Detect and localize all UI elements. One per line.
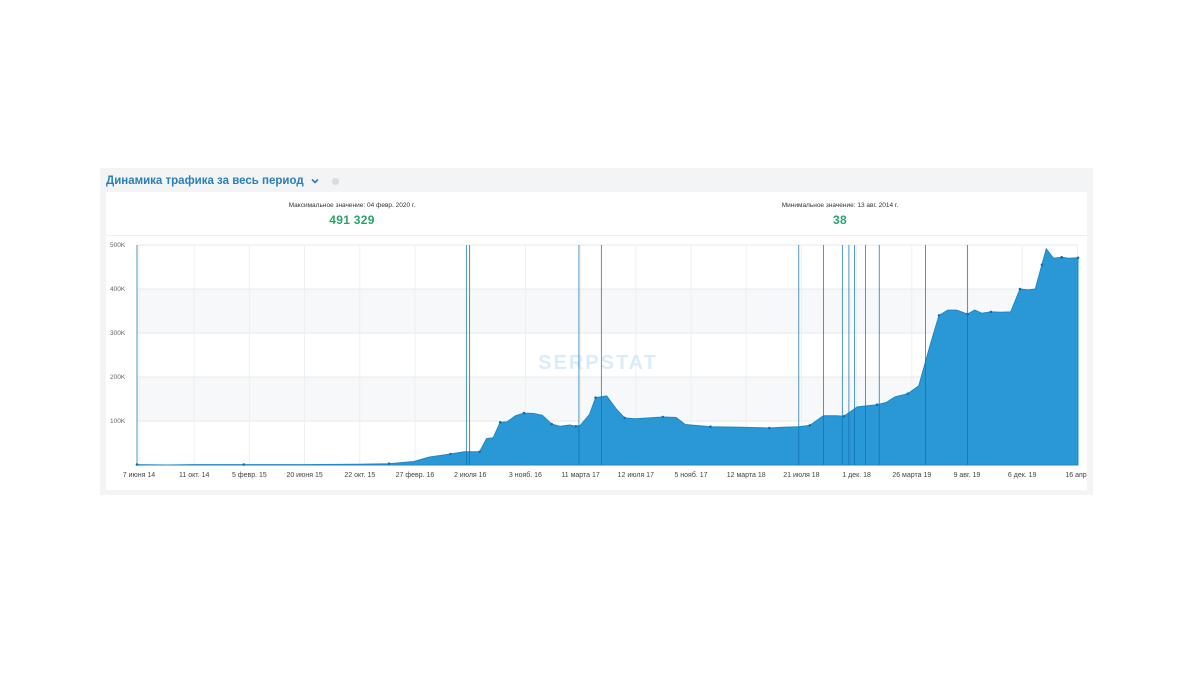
data-point [135, 463, 139, 466]
x-tick-label: 16 апр. [1065, 472, 1087, 479]
data-point [623, 416, 626, 420]
data-point [594, 396, 597, 399]
x-tick-label: 11 марта 17 [561, 472, 600, 479]
x-tick-label: 21 июля 18 [783, 472, 819, 479]
x-tick-label: 5 нояб. 17 [674, 471, 707, 479]
serpstat-watermark: SERPSTAT [538, 352, 658, 374]
min-value: 38 [833, 213, 847, 227]
data-point [842, 414, 846, 418]
x-tick-label: 2 июля 16 [454, 472, 487, 479]
data-point [550, 422, 553, 426]
x-tick-label: 9 авг. 19 [954, 472, 981, 479]
x-tick-label: 20 июня 15 [286, 472, 322, 479]
traffic-widget: Динамика трафика за весь период Максимал… [100, 168, 1093, 495]
chevron-down-icon[interactable] [310, 176, 320, 186]
x-tick-label: 1 дек. 18 [842, 472, 871, 479]
data-point [1076, 256, 1080, 260]
data-point [387, 462, 391, 465]
x-tick-label: 12 июля 17 [618, 472, 654, 479]
min-label: Минимальное значение: 13 авг. 2014 г. [781, 202, 899, 209]
x-tick-label: 11 окт. 14 [179, 472, 209, 479]
y-tick-label: 100K [110, 418, 126, 425]
data-point [1060, 256, 1064, 259]
grid-band [137, 289, 1078, 333]
x-tick-label: 3 нояб. 16 [509, 471, 542, 479]
widget-header: Динамика трафика за весь период [106, 173, 339, 189]
data-point [661, 415, 665, 419]
x-tick-label: 7 июня 14 [123, 472, 155, 479]
x-tick-label: 12 марта 18 [727, 472, 766, 479]
widget-title[interactable]: Динамика трафика за весь период [106, 175, 304, 187]
data-point [478, 450, 481, 454]
y-tick-label: 200K [110, 374, 126, 381]
data-point [937, 314, 941, 317]
info-icon[interactable] [331, 177, 339, 185]
data-point [709, 425, 712, 429]
data-point [574, 424, 578, 428]
min-stat: Минимальное значение: 13 авг. 2014 г. 38 [690, 202, 990, 227]
data-point [1018, 287, 1022, 291]
chart-panel: Максимальное значение: 04 февр. 2020 г. … [106, 192, 1087, 490]
max-label: Максимальное значение: 04 февр. 2020 г. [288, 202, 416, 209]
data-point [906, 392, 910, 396]
data-point [989, 310, 993, 314]
data-point [966, 312, 969, 316]
x-tick-label: 22 окт. 15 [344, 472, 375, 479]
x-tick-label: 27 февр. 16 [396, 472, 435, 479]
y-tick-label: 300K [110, 330, 126, 337]
x-tick-label: 6 дек. 19 [1008, 472, 1037, 479]
divider [106, 235, 1087, 236]
y-tick-label: 500K [110, 242, 126, 249]
data-point [768, 426, 771, 430]
x-tick-label: 26 марта 19 [892, 472, 931, 479]
data-point [875, 403, 879, 407]
data-point [449, 452, 452, 456]
y-tick-label: 400K [110, 286, 126, 293]
data-point [1040, 263, 1044, 267]
data-point [498, 421, 502, 424]
max-stat: Максимальное значение: 04 февр. 2020 г. … [202, 202, 502, 227]
data-point [522, 411, 526, 415]
x-tick-label: 5 февр. 15 [232, 472, 267, 479]
traffic-chart[interactable]: 500K 400K 300K 200K 100K SERPSTAT 7 июня 14 1… [106, 192, 1087, 490]
data-point [242, 463, 246, 466]
data-point [808, 424, 812, 427]
max-value: 491 329 [329, 213, 375, 227]
